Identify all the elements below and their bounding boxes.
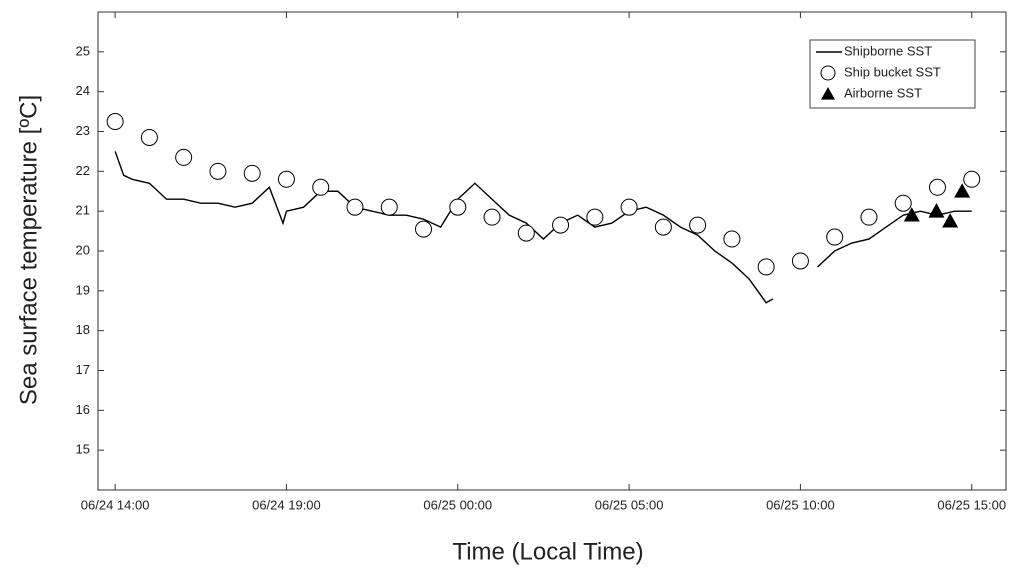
bucket-point: [586, 208, 604, 226]
legend-triangle: [821, 87, 835, 100]
y-axis-title: Sea surface temperature [ºC]: [15, 95, 42, 405]
bucket-point: [654, 218, 672, 236]
y-tick-label: 24: [76, 83, 90, 98]
x-axis-title: Time (Local Time): [452, 538, 643, 565]
y-tick-label: 22: [76, 163, 90, 178]
series-line: [114, 151, 972, 304]
bucket-point: [175, 148, 193, 166]
y-tick-label: 23: [76, 123, 90, 138]
airborne-point: [903, 207, 920, 222]
legend-label: Shipborne SST: [844, 43, 932, 58]
y-tick-label: 21: [76, 203, 90, 218]
x-tick-label: 06/25 00:00: [423, 497, 492, 512]
bucket-point: [552, 216, 570, 234]
x-tick-label: 06/25 15:00: [937, 497, 1006, 512]
bucket-point: [620, 198, 638, 216]
bucket-point: [757, 258, 775, 276]
y-tick-label: 25: [76, 43, 90, 58]
bucket-point: [723, 230, 741, 248]
bucket-point: [346, 198, 364, 216]
bucket-point: [689, 216, 707, 234]
y-tick-label: 18: [76, 322, 90, 337]
bucket-point: [415, 220, 433, 238]
airborne-point: [928, 203, 945, 218]
legend-circle: [820, 65, 836, 81]
y-tick-label: 15: [76, 442, 90, 457]
x-tick-label: 06/25 05:00: [595, 497, 664, 512]
bucket-point: [380, 198, 398, 216]
bucket-point: [517, 224, 535, 242]
bucket-point: [312, 178, 330, 196]
bucket-point: [243, 164, 261, 182]
legend-label: Airborne SST: [844, 85, 922, 100]
y-tick-label: 16: [76, 402, 90, 417]
bucket-point: [826, 228, 844, 246]
bucket-point: [928, 178, 946, 196]
y-tick-label: 17: [76, 362, 90, 377]
bucket-point: [860, 208, 878, 226]
bucket-point: [449, 198, 467, 216]
airborne-point: [942, 213, 959, 228]
bucket-point: [106, 113, 124, 131]
x-tick-label: 06/24 14:00: [81, 497, 150, 512]
y-tick-label: 20: [76, 242, 90, 257]
x-tick-label: 06/24 19:00: [252, 497, 321, 512]
bucket-point: [483, 208, 501, 226]
bucket-point: [140, 128, 158, 146]
legend-label: Ship bucket SST: [844, 64, 941, 79]
x-tick-label: 06/25 10:00: [766, 497, 835, 512]
airborne-point: [954, 183, 971, 198]
y-tick-label: 19: [76, 282, 90, 297]
bucket-point: [894, 194, 912, 212]
bucket-point: [209, 162, 227, 180]
bucket-point: [277, 170, 295, 188]
bucket-point: [963, 170, 981, 188]
bucket-point: [791, 252, 809, 270]
